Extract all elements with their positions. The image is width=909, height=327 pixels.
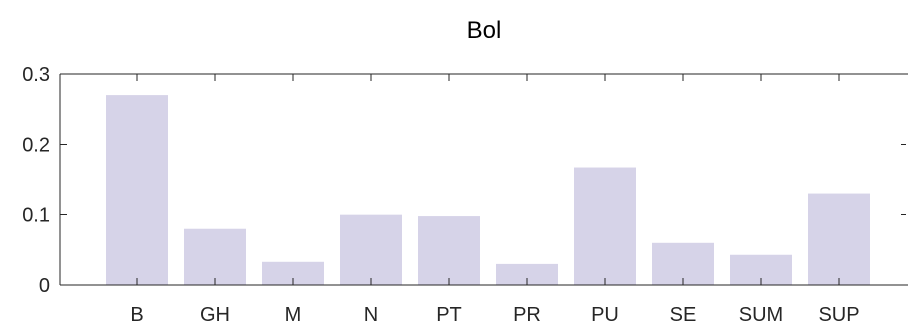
y-tick-label-1: 0.1 bbox=[22, 205, 50, 227]
x-tick-label-pt: PT bbox=[436, 304, 462, 326]
bar-sup bbox=[808, 193, 870, 285]
x-tick-label-b: B bbox=[130, 304, 143, 326]
bar-pr bbox=[496, 263, 558, 285]
y-tick-label-0: 0 bbox=[39, 275, 50, 297]
y-tick-label-3: 0.3 bbox=[22, 64, 50, 86]
ticks-layer bbox=[60, 73, 906, 286]
bar-m bbox=[262, 261, 324, 285]
x-tick-label-gh: GH bbox=[200, 304, 230, 326]
x-tick-label-sup: SUP bbox=[818, 304, 859, 326]
axes-layer bbox=[59, 73, 908, 286]
bars-layer bbox=[106, 95, 870, 285]
bar-pu bbox=[574, 167, 636, 285]
bar-b bbox=[106, 95, 168, 285]
y-tick-label-2: 0.2 bbox=[22, 134, 50, 156]
bar-n bbox=[340, 214, 402, 285]
x-tick-label-m: M bbox=[285, 304, 302, 326]
bar-se bbox=[652, 242, 714, 285]
x-tick-label-sum: SUM bbox=[739, 304, 783, 326]
x-tick-label-n: N bbox=[364, 304, 378, 326]
labels-layer: B GH M N PT PR PU SE SUM SUP 0 0.1 0.2 0.3 bbox=[22, 64, 859, 326]
x-tick-label-pr: PR bbox=[513, 304, 541, 326]
bar-gh bbox=[184, 228, 246, 285]
x-tick-label-se: SE bbox=[670, 304, 697, 326]
x-tick-label-pu: PU bbox=[591, 304, 619, 326]
chart-title: Bol bbox=[467, 17, 502, 44]
bar-pt bbox=[418, 216, 480, 285]
